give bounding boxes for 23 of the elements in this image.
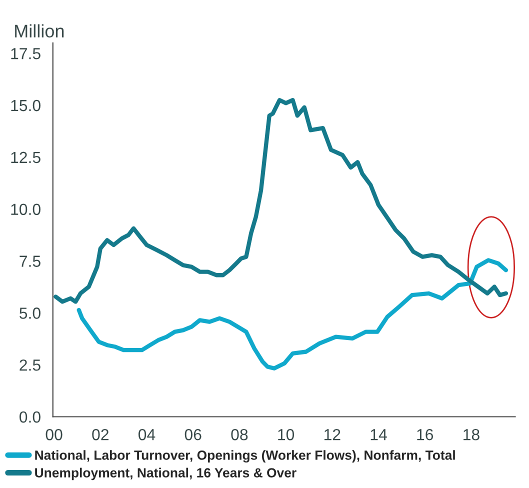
x-tick-label: 12 (324, 428, 340, 440)
y-tick-label: 10.0 (11, 204, 40, 216)
x-tick-label: 00 (46, 428, 62, 440)
y-axis-title: Million (15, 24, 64, 38)
y-tick-label: 12.5 (11, 152, 40, 164)
x-tick-label: 18 (464, 428, 480, 440)
y-tick-label: 0.0 (20, 411, 40, 423)
y-tick-label: 2.5 (20, 359, 40, 371)
y-tick-label: 5.0 (20, 308, 40, 319)
x-tick-label: 04 (138, 428, 156, 440)
y-tick-label: 15.0 (11, 100, 40, 112)
line-series (76, 258, 508, 370)
y-tick-label: 7.5 (20, 256, 40, 267)
x-tick-label: 16 (417, 428, 434, 440)
x-tick-label: 10 (278, 428, 294, 440)
y-tick-label: 17.5 (11, 48, 40, 60)
x-tick-label: 14 (370, 429, 387, 440)
line-series (54, 98, 508, 304)
x-tick-label: 08 (231, 428, 248, 440)
legend-label: National, Labor Turnover, Openings (Worker Flows), Nonfarm, Total (35, 450, 455, 463)
x-tick-label: 06 (184, 428, 202, 440)
legend-label: Unemployment, National, 16 Years & Over (35, 468, 296, 480)
x-tick-label: 02 (92, 428, 108, 440)
